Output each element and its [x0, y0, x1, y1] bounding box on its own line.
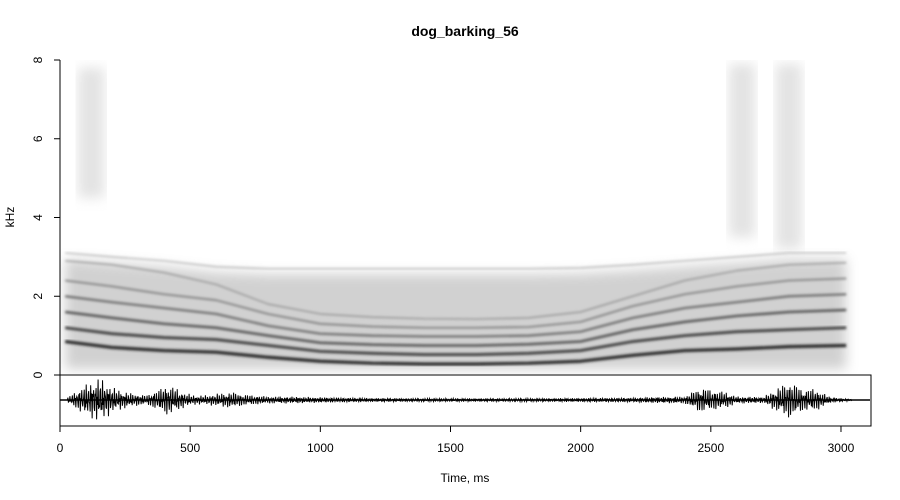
- high-frequency-noise: [729, 63, 756, 238]
- harmonic-line: [65, 339, 847, 366]
- harmonic-line: [65, 308, 847, 347]
- y-tick-label: 0: [31, 371, 45, 378]
- x-tick-label: 1500: [437, 441, 464, 455]
- y-tick-label: 2: [31, 293, 45, 300]
- high-frequency-noise: [78, 67, 105, 198]
- harmonic-line: [65, 277, 847, 329]
- x-tick-label: 3000: [828, 441, 855, 455]
- harmonic-line: [65, 326, 847, 356]
- x-axis: 0 500 1000 1500 2000 2500 3000: [57, 425, 855, 455]
- oscillogram: [60, 379, 870, 420]
- harmonic-line: [65, 252, 847, 270]
- harmonic-line: [65, 260, 847, 320]
- y-tick-label: 6: [31, 135, 45, 142]
- harmonic-line: [65, 293, 847, 338]
- spectrogram-area: [65, 63, 847, 370]
- x-tick-label: 2000: [567, 441, 594, 455]
- y-axis-label: kHz: [3, 207, 17, 228]
- chart-title: dog_barking_56: [411, 23, 519, 39]
- x-tick-label: 500: [180, 441, 200, 455]
- x-tick-label: 2500: [697, 441, 724, 455]
- harmonic-contours: [65, 252, 847, 366]
- y-axis: 0 2 4 6 8: [31, 56, 61, 378]
- x-axis-label: Time, ms: [441, 471, 490, 485]
- y-tick-label: 8: [31, 56, 45, 63]
- spectral-energy-region: [65, 259, 847, 370]
- x-tick-label: 1000: [307, 441, 334, 455]
- high-frequency-noise: [775, 63, 802, 249]
- y-tick-label: 4: [31, 214, 45, 221]
- x-tick-label: 0: [57, 441, 64, 455]
